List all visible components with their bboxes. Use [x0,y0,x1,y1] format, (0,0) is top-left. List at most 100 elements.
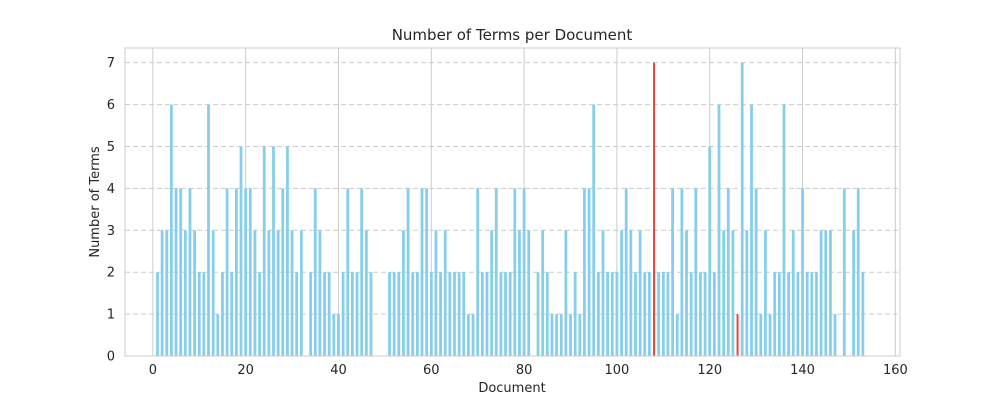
bar [471,314,475,356]
bar [522,188,526,356]
bar [244,188,248,356]
bar [731,230,735,356]
bar [183,230,187,356]
bar [207,104,210,356]
bar [796,272,800,356]
bar [712,272,716,356]
bar [759,314,763,356]
bar [828,230,832,356]
x-tick-label: 140 [790,363,815,378]
bar [332,314,336,356]
bar [341,272,345,356]
chart-title: Number of Terms per Document [392,26,633,44]
bar [689,272,693,356]
bar [661,272,665,356]
bar [685,230,688,356]
bar [745,230,749,356]
x-tick-labels: 0 20 40 60 80 100 120 140 160 [149,363,908,378]
bar [773,272,777,356]
bar [666,272,670,356]
y-tick-label: 7 [107,56,115,71]
bar [225,188,229,356]
bar [541,230,545,356]
x-tick-label: 20 [237,363,254,378]
bar [545,272,549,356]
bar [160,230,164,356]
bar [467,314,470,356]
bar [439,272,442,356]
bar [587,188,591,356]
bar [620,230,623,356]
bar [485,272,489,356]
bar [290,230,294,356]
bar [165,230,169,356]
bar [355,272,359,356]
bar [740,62,744,357]
bar [346,188,350,356]
bar [415,272,419,356]
bar [429,272,433,356]
bar [856,188,860,356]
highlight-bar [736,314,739,356]
bar [425,188,429,356]
bar [170,104,173,356]
bar [564,230,568,356]
bar [313,188,317,356]
bar [179,188,183,356]
bar [764,230,767,356]
bar [629,230,633,356]
bar [722,230,726,356]
bar [267,230,271,356]
bar [318,230,322,356]
x-tick-label: 80 [516,363,533,378]
bar [801,188,804,356]
bar [351,272,354,356]
bar [453,272,456,356]
bar [791,230,795,356]
bar [188,188,192,356]
bar [694,188,698,356]
x-tick-label: 40 [330,363,347,378]
bar [193,230,197,356]
bar [499,272,503,356]
bar [221,272,224,356]
bar [434,230,438,356]
bar [852,230,855,356]
bar [402,230,405,356]
bar [476,188,480,356]
bar [634,272,637,356]
bar [239,146,243,356]
bar [861,272,865,356]
bars [156,62,865,357]
y-tick-label: 0 [107,350,115,365]
bar [323,272,326,356]
bar [248,188,252,356]
x-tick-label: 160 [883,363,908,378]
bar [699,272,702,356]
bar [411,272,415,356]
bar [406,188,410,356]
bar [768,314,772,356]
y-tick-label: 6 [107,98,115,113]
y-tick-labels: 0 1 2 3 4 5 6 7 [107,56,115,364]
bar [578,314,582,356]
bar [559,314,563,356]
highlight-bar [653,62,656,357]
bar [842,188,846,356]
bar [420,188,424,356]
bar [309,272,313,356]
bar [388,272,391,356]
bar [518,230,521,356]
bar [606,272,610,356]
bar [550,314,554,356]
bar [648,272,651,356]
bar [819,230,823,356]
bar [750,104,753,356]
bar [299,230,303,356]
bar [824,230,828,356]
bar [708,146,712,356]
y-tick-label: 2 [107,266,115,281]
bar [787,272,791,356]
bar [638,230,642,356]
bar [262,146,266,356]
